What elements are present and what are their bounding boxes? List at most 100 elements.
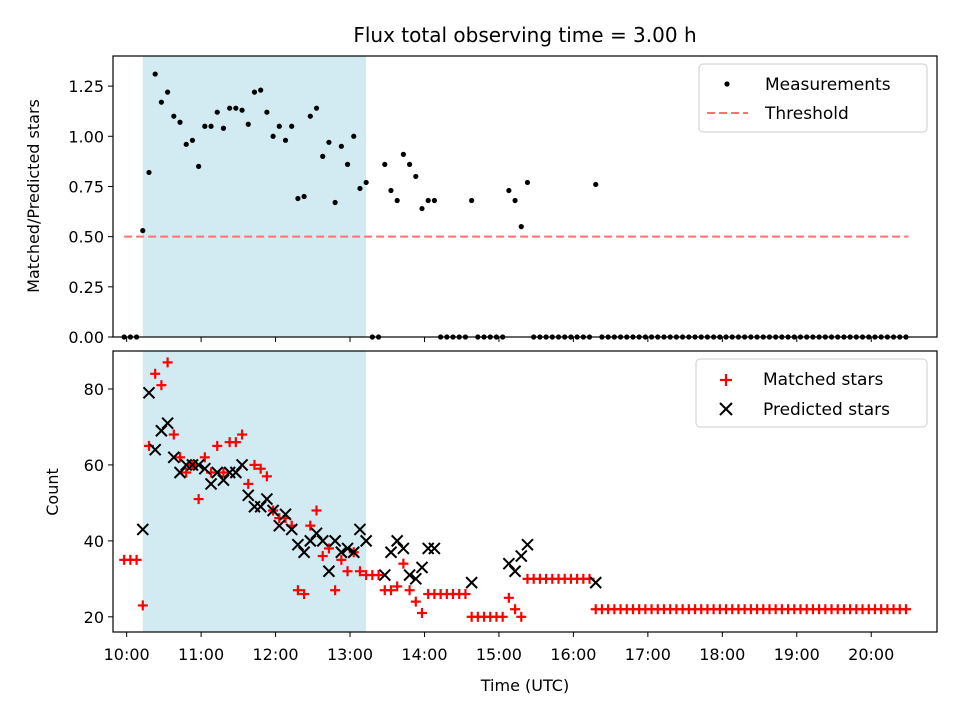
measurement-point — [326, 139, 332, 145]
legend-measurements-marker — [724, 81, 730, 87]
predicted-star-point — [508, 565, 522, 578]
x-tick-label: 10:00 — [104, 645, 150, 664]
matched-star-point — [516, 611, 527, 622]
measurement-point — [344, 161, 351, 167]
matched-star-point — [137, 600, 148, 611]
top-plot-frame — [112, 55, 938, 338]
measurement-point — [313, 105, 320, 111]
matched-star-point — [292, 585, 303, 596]
measurement-point — [202, 123, 208, 129]
matched-star-point — [243, 478, 254, 489]
matched-star-point — [330, 585, 341, 596]
measurement-point — [301, 193, 307, 200]
top-legend-box — [698, 63, 928, 133]
matched-star-point — [131, 554, 142, 565]
measurement-point — [264, 109, 270, 115]
matched-star-point — [199, 452, 210, 463]
legend-predicted-label: Predicted stars — [763, 400, 890, 420]
bottom-legend-box — [695, 358, 928, 428]
measurement-point — [431, 197, 438, 204]
predicted-star-point — [335, 546, 348, 559]
measurement-point — [165, 89, 171, 95]
top-legend: Measurements Threshold — [698, 63, 928, 133]
matched-star-point — [392, 581, 403, 592]
matched-star-point — [323, 543, 334, 554]
y-tick-label: 20 — [84, 608, 104, 627]
measurement-point — [506, 187, 512, 194]
measurement-point — [177, 119, 183, 125]
predicted-star-point — [266, 504, 280, 517]
predicted-star-point — [297, 546, 311, 559]
matched-star-point — [398, 558, 409, 569]
x-tick-label: 17:00 — [625, 645, 671, 664]
y-tick-label: 1.25 — [68, 77, 104, 96]
matched-star-point — [510, 604, 521, 615]
measurement-point — [196, 163, 202, 169]
measurement-point — [233, 105, 239, 111]
predicted-star-point — [359, 534, 373, 548]
matched-star-point — [317, 551, 328, 562]
bottom-y-ticks: 20 40 60 80 — [84, 380, 113, 627]
measurement-point — [382, 161, 388, 167]
predicted-star-point — [136, 523, 149, 536]
matched-star-point — [299, 589, 310, 600]
measurement-point — [208, 123, 214, 129]
measurement-point — [158, 99, 164, 105]
matched-star-point — [249, 459, 260, 470]
measurement-point — [413, 173, 419, 180]
predicted-star-point — [378, 568, 391, 582]
y-tick-label: 60 — [84, 456, 104, 475]
x-tick-label: 19:00 — [774, 645, 820, 664]
matched-star-point — [342, 566, 353, 577]
x-tick-label: 20:00 — [848, 645, 894, 664]
x-tick-label: 16:00 — [550, 645, 596, 664]
y-tick-label: 0.50 — [68, 228, 104, 247]
top-chart-title: Flux total observing time = 3.00 h — [353, 23, 696, 47]
measurement-point — [171, 113, 177, 119]
bottom-x-ticks: 10:00 11:00 12:00 13:00 14:00 15:00 16:00 17:00… — [104, 632, 894, 664]
top-y-ticks: 0.00 0.25 0.50 0.75 1.00 1.25 — [68, 77, 113, 347]
x-tick-label: 14:00 — [401, 645, 447, 664]
measurement-point — [593, 181, 599, 188]
predicted-star-point — [328, 534, 342, 548]
measurement-point — [289, 123, 295, 129]
matched-star-point — [417, 608, 427, 619]
predicted-star-point — [415, 561, 429, 574]
predicted-star-point — [428, 542, 441, 555]
matched-star-point — [373, 570, 384, 581]
measurement-point — [227, 105, 233, 111]
measurement-point — [320, 153, 326, 159]
measurement-point — [419, 205, 425, 212]
predicted-star-point — [384, 546, 398, 559]
measurement-point — [282, 137, 289, 143]
predicted-star-point — [285, 523, 298, 536]
predicted-star-point — [260, 492, 274, 506]
predicted-star-point — [521, 538, 534, 551]
y-tick-label: 0.25 — [68, 278, 104, 297]
predicted-star-point — [198, 462, 212, 475]
measurement-point — [357, 185, 363, 192]
predicted-star-point — [192, 458, 205, 472]
predicted-star-point — [279, 508, 292, 521]
top-shaded-interval — [142, 56, 367, 337]
y-tick-label: 80 — [84, 380, 104, 399]
matched-star-point — [503, 592, 514, 603]
x-axis-label: Time (UTC) — [480, 676, 569, 695]
matched-star-point — [305, 520, 316, 531]
matched-star-point — [311, 505, 322, 516]
bottom-shaded-interval — [142, 351, 367, 632]
predicted-star-point — [465, 576, 478, 589]
bottom-plot-frame — [112, 350, 938, 633]
predicted-star-point — [161, 416, 174, 430]
x-tick-label: 12:00 — [253, 645, 299, 664]
measurement-point — [518, 224, 524, 230]
matched-star-point — [354, 566, 365, 577]
measurement-point — [258, 87, 264, 93]
y-tick-label: 0.75 — [68, 177, 104, 196]
measurement-point — [152, 71, 158, 77]
measurement-point — [338, 143, 344, 149]
matched-star-point — [410, 596, 421, 607]
measurement-point — [189, 137, 196, 143]
